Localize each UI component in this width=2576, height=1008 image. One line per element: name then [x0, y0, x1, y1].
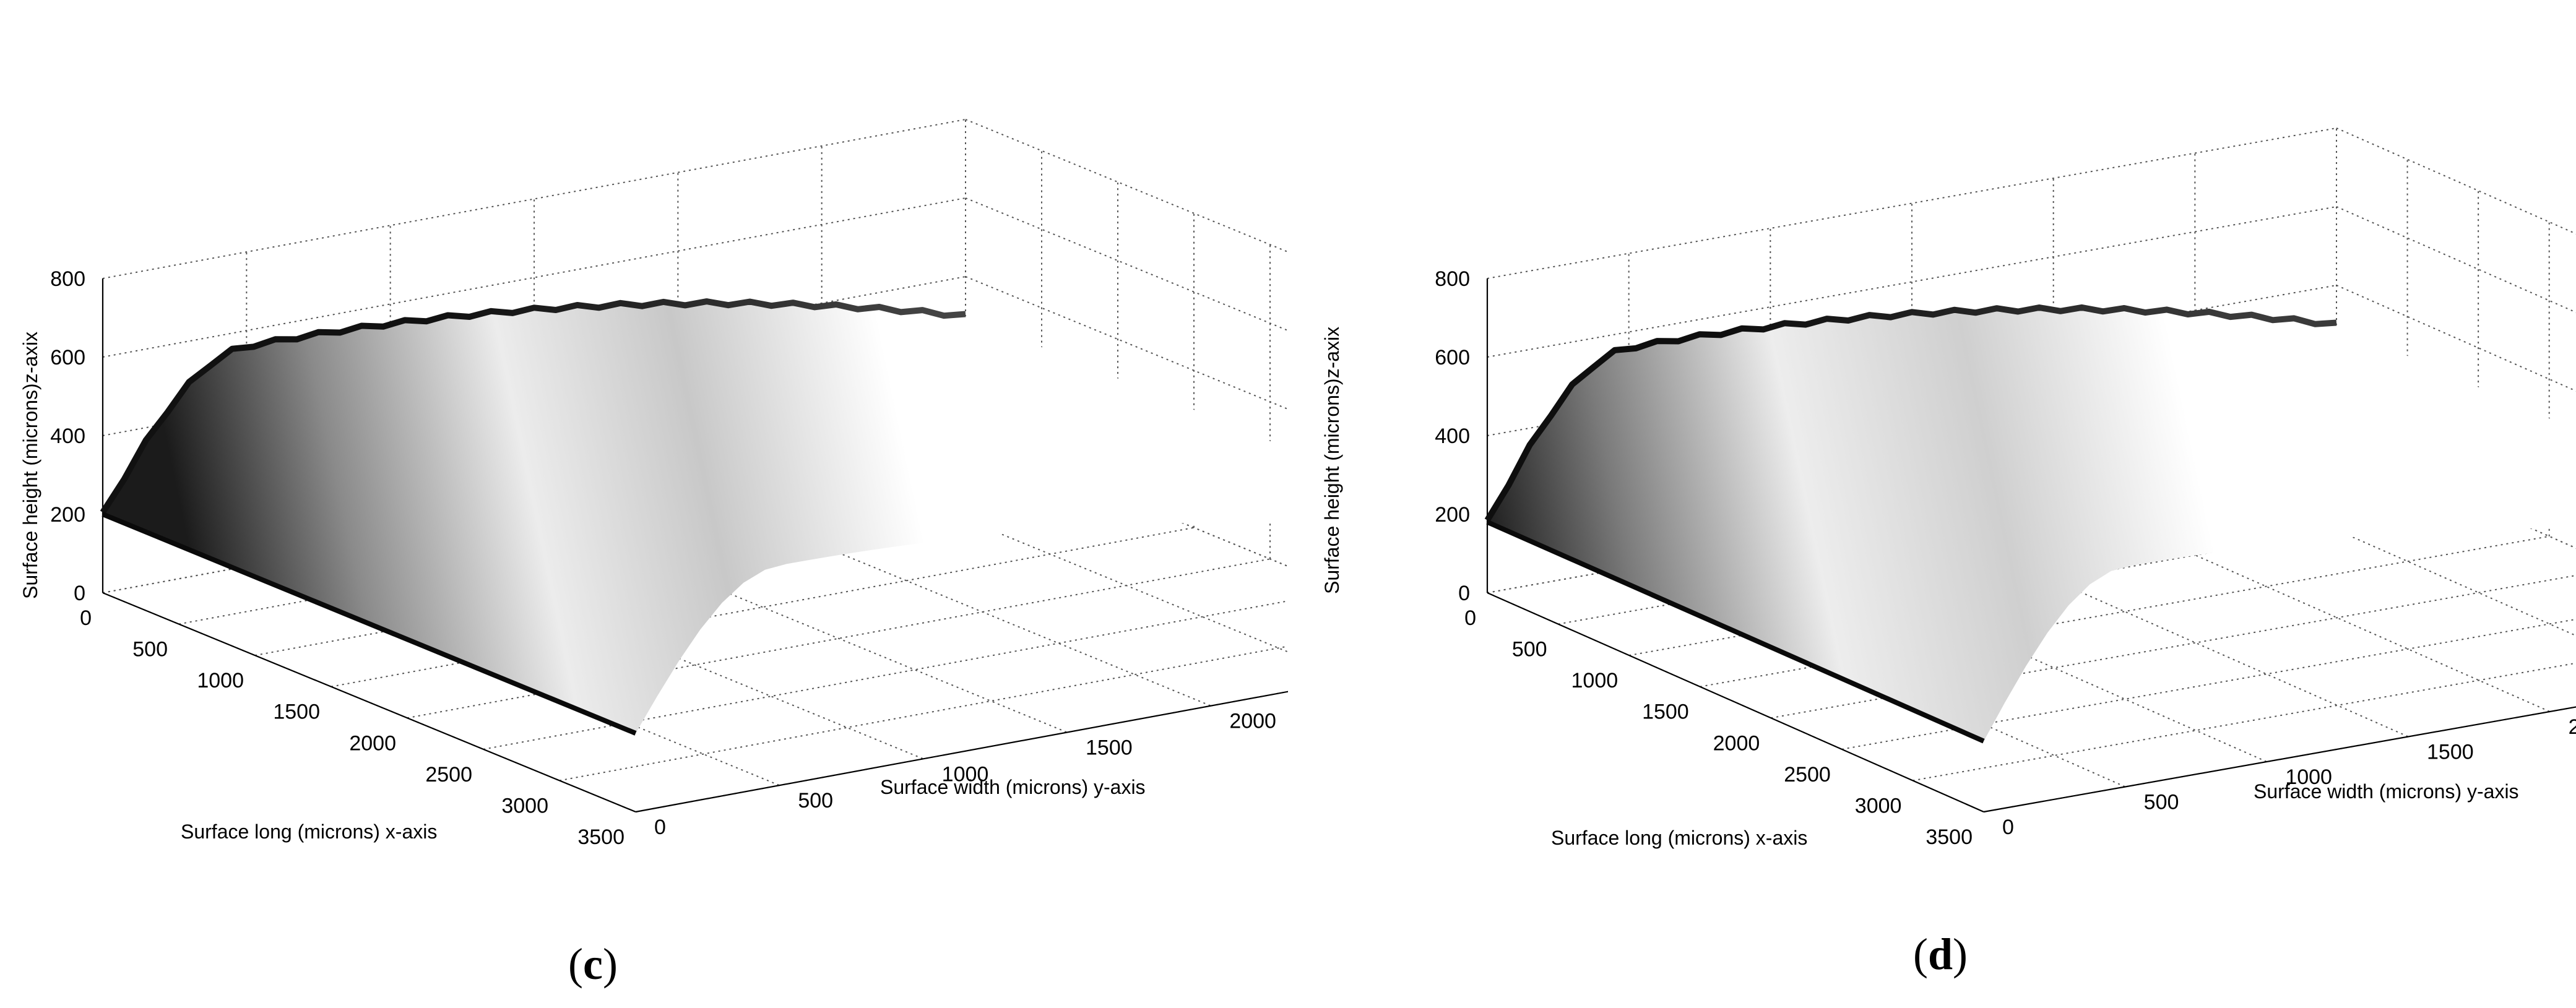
- z-tick-label: 200: [1435, 503, 1470, 527]
- z-tick-label: 600: [50, 346, 85, 369]
- x-tick-label: 3500: [1926, 825, 1973, 849]
- z-tick-label: 0: [1458, 582, 1470, 605]
- x-tick-label: 500: [132, 638, 168, 661]
- x-axis-label: Surface long (microns) x-axis: [1551, 827, 1807, 849]
- surface-back-edge: [1484, 304, 2337, 522]
- surface-front-edge: [102, 512, 637, 736]
- surface-d: [1484, 304, 2576, 744]
- gridline-z: [1487, 127, 2337, 279]
- y-tick-label: 1000: [2285, 765, 2332, 789]
- z-tick-label: 800: [1435, 267, 1470, 291]
- x-axis-label: Surface long (microns) x-axis: [181, 821, 437, 843]
- surface-plot-d: 0 200 400 600 800 0 500 1000 1500 2000 2500 3000 350…: [1288, 0, 2576, 1008]
- y-tick-label: 1500: [1086, 736, 1133, 760]
- x-tick-label: 2500: [425, 763, 472, 786]
- z-tick-label: 200: [50, 503, 85, 527]
- surface-back-edge: [100, 298, 966, 514]
- x-tick-label: 2000: [349, 731, 396, 755]
- gridline-x: [1841, 618, 2576, 750]
- x-tick-label: 3000: [501, 794, 548, 817]
- z-tick-label: 800: [50, 267, 85, 291]
- gridline-x: [559, 645, 1288, 782]
- z-axis-label: Surface height (microns)z-axix: [1321, 327, 1343, 594]
- y-tick-label: 2000: [2569, 715, 2576, 739]
- y-tick-label: 1000: [942, 762, 989, 786]
- y-tick-label: 500: [798, 789, 833, 812]
- y-tick-label: 2000: [1229, 710, 1276, 733]
- surface-patch: [1487, 309, 2576, 741]
- ticks-d: 0 200 400 600 800 0 500 1000 1500 2000 2500 3000 350…: [1435, 267, 2576, 849]
- y-tick-label: 0: [654, 816, 666, 839]
- x-tick-label: 0: [80, 606, 92, 630]
- surface-patch: [103, 303, 1288, 733]
- y-tick-label: 1500: [2427, 741, 2474, 764]
- z-tick-label: 600: [1435, 346, 1470, 369]
- z-tick-label: 0: [74, 582, 85, 605]
- y-axis-label: Surface width (microns) y-axis: [2254, 780, 2519, 803]
- y-axis-label: Surface width (microns) y-axis: [880, 776, 1146, 798]
- gridline-z: [2336, 127, 2576, 235]
- x-tick-label: 2000: [1713, 731, 1760, 755]
- z-tick-label: 400: [50, 424, 85, 448]
- x-tick-label: 3500: [577, 825, 625, 849]
- x-tick-label: 1500: [273, 700, 320, 724]
- panel-label-c: (c): [568, 939, 618, 989]
- x-tick-label: 1500: [1642, 700, 1689, 724]
- z-axis-label: Surface height (microns)z-axix: [19, 332, 41, 599]
- plot-svg-c: 0 200 400 600 800 0 500 1000 1500 2000 2500 3000 350…: [19, 119, 1288, 989]
- gridline-z: [2336, 285, 2576, 392]
- x-tick-label: 0: [1464, 606, 1476, 630]
- y-tick-label: 500: [2144, 791, 2179, 814]
- plot-svg-d: 0 200 400 600 800 0 500 1000 1500 2000 2500 3000 350…: [1321, 127, 2576, 979]
- x-tick-label: 1000: [197, 669, 244, 692]
- x-tick-label: 1000: [1571, 669, 1619, 692]
- panel-label-d: (d): [1913, 929, 1968, 979]
- surface-front-edge: [1486, 520, 1985, 744]
- ticks-c: 0 200 400 600 800 0 500 1000 1500 2000 2500 3000 350…: [50, 267, 1276, 849]
- x-axis-line: [102, 592, 636, 813]
- x-axis-line: [1487, 592, 1984, 813]
- gridline-z: [965, 276, 1288, 410]
- gridline-x: [1771, 574, 2576, 719]
- x-tick-label: 500: [1512, 638, 1547, 661]
- y-axis-line: [635, 691, 1288, 813]
- y-axis-line: [1983, 706, 2576, 813]
- gridline-x: [1700, 535, 2549, 687]
- x-tick-label: 2500: [1784, 763, 1831, 786]
- surface-plot-c: 0 200 400 600 800 0 500 1000 1500 2000 2500 3000 350…: [19, 119, 1288, 989]
- gridline-z: [2336, 206, 2576, 313]
- x-tick-label: 3000: [1855, 794, 1902, 817]
- gridline-z: [102, 119, 966, 279]
- gridline-z: [965, 119, 1288, 253]
- y-tick-label: 0: [2002, 816, 2014, 839]
- z-tick-label: 400: [1435, 424, 1470, 448]
- surface-c: [100, 298, 1288, 736]
- gridline-z: [965, 197, 1288, 332]
